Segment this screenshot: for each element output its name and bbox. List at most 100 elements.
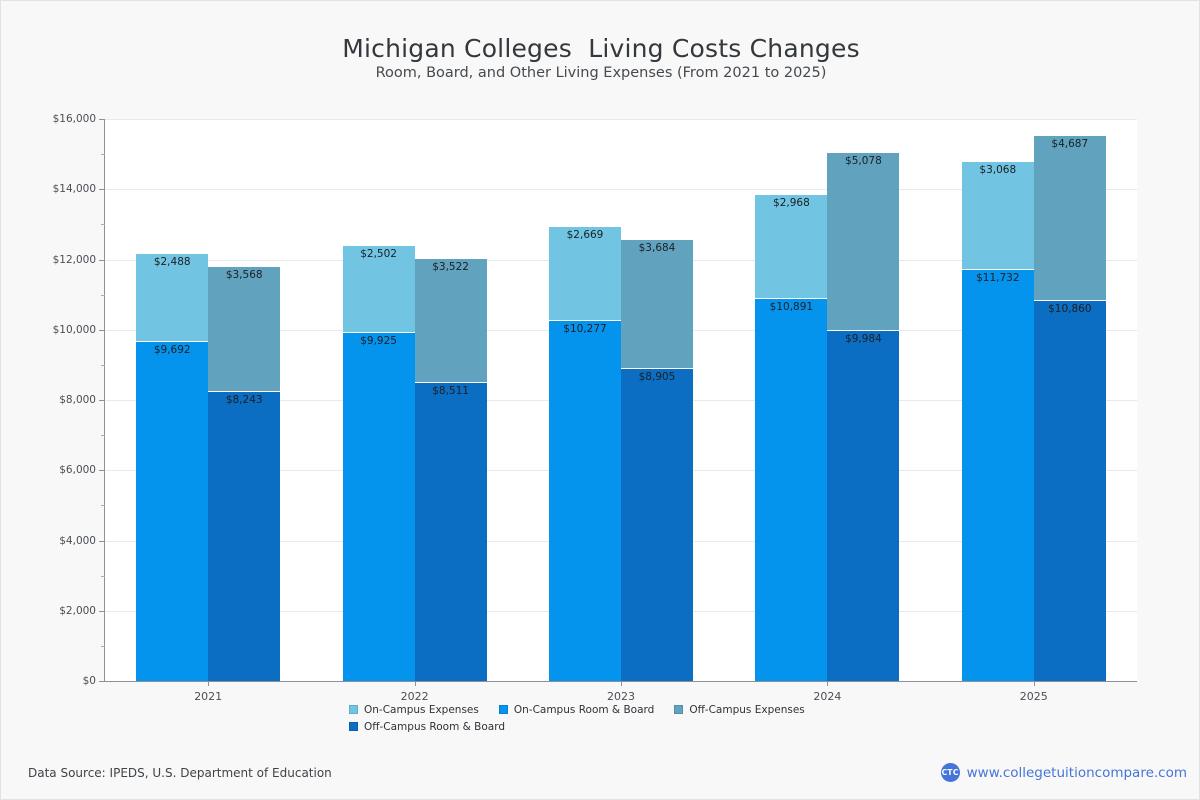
bar-segment-on_campus_expenses-2025[interactable]: $3,068	[961, 161, 1034, 269]
x-axis-label-2025: 2025	[1019, 690, 1048, 703]
bar-value-label: $10,860	[1048, 302, 1092, 315]
ctc-logo-icon: CTC	[940, 763, 960, 782]
y-axis-label: $16,000	[52, 113, 96, 125]
y-axis-tick	[99, 259, 105, 261]
legend-label: Off-Campus Expenses	[689, 704, 805, 716]
bar-segment-on_campus_room_board-2021[interactable]: $9,692	[136, 340, 209, 681]
bar-value-label: $11,732	[976, 271, 1020, 284]
bar-segment-on_campus_expenses-2023[interactable]: $2,669	[549, 226, 621, 321]
y-axis-tick	[99, 470, 105, 472]
x-axis-tick	[621, 681, 622, 686]
y-axis-label: $8,000	[59, 394, 96, 406]
bar-off-campus-2021[interactable]: $8,243 $3,568	[208, 266, 281, 681]
bar-value-label: $5,078	[845, 154, 882, 167]
bar-on-campus-2023[interactable]: $10,277 $2,669	[549, 226, 621, 681]
y-axis-minor-tick	[101, 505, 105, 507]
x-axis-label-2023: 2023	[607, 690, 635, 703]
y-axis-label: $4,000	[59, 534, 96, 547]
gridline	[105, 189, 1137, 191]
bar-segment-off_campus_expenses-2023[interactable]: $3,684	[621, 238, 693, 369]
legend-label: Off-Campus Room & Board	[364, 721, 506, 733]
bar-segment-off_campus_room_board-2024[interactable]: $9,984	[827, 330, 900, 681]
bar-segment-off_campus_expenses-2021[interactable]: $3,568	[208, 266, 281, 392]
bar-value-label: $10,891	[769, 301, 814, 314]
bar-segment-off_campus_room_board-2025[interactable]: $10,860	[1033, 299, 1106, 681]
bar-value-label: $2,488	[153, 256, 191, 269]
y-axis-label: $12,000	[52, 253, 96, 266]
brand-link[interactable]: CTC www.collegetuitioncompare.com	[940, 763, 1187, 782]
bar-value-label: $3,522	[432, 261, 469, 274]
bar-segment-on_campus_room_board-2025[interactable]: $11,732	[961, 268, 1034, 681]
chart-legend: On-Campus Expenses On-Campus Room & Board…	[349, 702, 869, 736]
bar-value-label: $2,669	[566, 229, 604, 242]
bar-segment-off_campus_room_board-2023[interactable]: $8,905	[621, 368, 693, 681]
y-axis-minor-tick	[101, 645, 105, 647]
bar-segment-off_campus_room_board-2021[interactable]: $8,243	[208, 391, 281, 681]
bar-value-label: $3,068	[979, 164, 1017, 177]
bar-value-label: $9,984	[845, 333, 882, 346]
y-axis-tick	[99, 189, 105, 191]
bar-off-campus-2023[interactable]: $8,905 $3,684	[621, 238, 693, 681]
y-axis-label: $0	[82, 675, 96, 687]
plot-area: $9,692 $2,488 $8,243 $3,568 $9,925 $2,502 $8,5…	[99, 119, 1137, 703]
y-axis-label: $6,000	[59, 464, 96, 477]
bar-on-campus-2024[interactable]: $10,891 $2,968	[755, 194, 828, 681]
legend-item-1[interactable]: On-Campus Room & Board	[498, 702, 654, 719]
bar-segment-off_campus_expenses-2022[interactable]: $3,522	[414, 258, 487, 383]
legend-swatch-icon	[498, 705, 508, 714]
y-axis-minor-tick	[101, 364, 105, 366]
bar-value-label: $8,243	[225, 394, 263, 407]
bar-value-label: $2,502	[360, 247, 397, 260]
bar-segment-off_campus_expenses-2024[interactable]: $5,078	[827, 151, 900, 331]
x-axis-label-2022: 2022	[400, 690, 429, 703]
bar-segment-on_campus_room_board-2022[interactable]: $9,925	[342, 332, 415, 681]
bar-segment-on_campus_room_board-2024[interactable]: $10,891	[755, 298, 828, 681]
bar-segment-off_campus_room_board-2022[interactable]: $8,511	[414, 382, 487, 681]
legend-label: On-Campus Expenses	[364, 704, 479, 716]
bar-segment-on_campus_expenses-2024[interactable]: $2,968	[755, 194, 828, 299]
y-axis-minor-tick	[101, 435, 105, 437]
y-axis-label: $10,000	[52, 323, 96, 336]
bar-value-label: $9,925	[360, 335, 397, 348]
bar-off-campus-2024[interactable]: $9,984 $5,078	[827, 151, 900, 681]
legend-swatch-icon	[349, 722, 358, 731]
legend-swatch-icon	[349, 705, 358, 714]
x-axis-tick	[827, 681, 829, 686]
legend-item-2[interactable]: Off-Campus Expenses	[674, 702, 805, 719]
bar-segment-on_campus_expenses-2021[interactable]: $2,488	[136, 253, 209, 341]
brand-url-label: www.collegetuitioncompare.com	[966, 764, 1187, 781]
legend-item-3[interactable]: Off-Campus Room & Board	[349, 719, 505, 736]
bar-value-label: $4,687	[1051, 137, 1089, 150]
bar-segment-on_campus_expenses-2022[interactable]: $2,502	[342, 244, 415, 333]
legend-item-0[interactable]: On-Campus Expenses	[349, 702, 479, 719]
x-axis-label-2024: 2024	[813, 690, 842, 703]
y-axis-minor-tick	[101, 294, 105, 296]
bar-value-label: $9,692	[153, 343, 191, 356]
bar-off-campus-2022[interactable]: $8,511 $3,522	[414, 258, 487, 681]
bar-segment-on_campus_room_board-2023[interactable]: $10,277	[549, 320, 621, 681]
bar-off-campus-2025[interactable]: $10,860 $4,687	[1033, 134, 1106, 681]
y-axis-tick	[99, 540, 105, 542]
y-axis-minor-tick	[101, 154, 105, 156]
y-axis-tick	[99, 329, 105, 331]
bar-value-label: $8,511	[432, 385, 469, 398]
y-axis-label: $14,000	[52, 183, 96, 196]
bar-value-label: $2,968	[773, 197, 810, 210]
y-axis-label: $2,000	[59, 604, 96, 617]
legend-swatch-icon	[674, 705, 684, 714]
bar-on-campus-2022[interactable]: $9,925 $2,502	[342, 244, 415, 681]
gridline	[105, 119, 1137, 120]
data-source-note: Data Source: IPEDS, U.S. Department of E…	[28, 766, 332, 780]
x-axis-tick	[208, 681, 210, 686]
y-axis-minor-tick	[101, 224, 105, 226]
x-axis-tick	[1033, 681, 1035, 686]
y-axis-tick	[99, 119, 105, 120]
bar-on-campus-2025[interactable]: $11,732 $3,068	[961, 161, 1034, 681]
bar-value-label: $10,277	[563, 323, 607, 336]
page-title: Michigan Colleges Living Costs Changes	[342, 34, 860, 63]
bar-on-campus-2021[interactable]: $9,692 $2,488	[136, 253, 209, 681]
y-axis-minor-tick	[101, 575, 105, 577]
y-axis-tick	[99, 400, 105, 401]
bar-segment-off_campus_expenses-2025[interactable]: $4,687	[1033, 134, 1106, 300]
